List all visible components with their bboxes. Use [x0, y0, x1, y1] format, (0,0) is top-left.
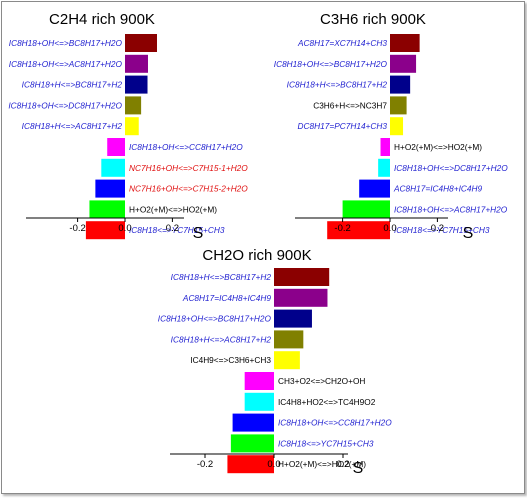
sensitivity-figure: C2H4 rich 900K IC8H18+OH<=>BC8H17+H2O IC8H… [8, 11, 508, 477]
reaction-label: NC7H16+OH<=>C7H15-1+H2O [129, 163, 248, 173]
chart-title: CH2O rich 900K [202, 247, 311, 264]
reaction-label: AC8H17=IC4H8+IC4H9 [182, 293, 271, 303]
reaction-label: IC8H18+H<=>AC8H17+H2 [22, 121, 123, 131]
bar [125, 75, 148, 94]
bar [85, 221, 125, 240]
bar [390, 117, 404, 136]
bar [274, 288, 328, 307]
bar [125, 34, 157, 52]
bar [274, 330, 304, 349]
x-tick-label: 0.0 [383, 223, 396, 234]
reaction-label: IC8H18+OH<=>BC8H17+H2O [158, 314, 272, 324]
bar [244, 392, 274, 411]
x-tick-label: 0.2 [336, 459, 349, 470]
reaction-label: NC7H16+OH<=>C7H15-2+H2O [129, 184, 248, 194]
bar [125, 54, 148, 73]
bar [359, 179, 390, 198]
x-axis-label: S [463, 225, 474, 242]
bar [232, 413, 274, 432]
reaction-label: DC8H17=PC7H14+CH3 [298, 121, 388, 131]
x-tick-label: 0.0 [118, 223, 131, 234]
reaction-label: H+O2(+M)<=>HO2(+M) [394, 142, 482, 152]
bar [101, 158, 125, 177]
reaction-label: IC4H8+HO2<=>TC4H9O2 [278, 397, 376, 407]
reaction-label: IC8H18+OH<=>DC8H17+H2O [8, 100, 122, 110]
chart-title: C3H6 rich 900K [320, 11, 426, 28]
bar [274, 351, 300, 370]
reaction-label: IC8H18<=>YC7H15+CH3 [394, 225, 490, 235]
chart-title: C2H4 rich 900K [49, 11, 155, 28]
bar [244, 372, 274, 390]
reaction-label: IC8H18+H<=>BC8H17+H2 [287, 80, 388, 90]
bar [227, 455, 274, 474]
reaction-label: IC8H18+OH<=>AC8H17+H2O [9, 59, 123, 69]
reaction-label: IC8H18+H<=>AC8H17+H2 [171, 334, 272, 344]
bar [89, 200, 125, 219]
reaction-label: IC8H18+OH<=>AC8H17+H2O [394, 204, 508, 214]
reaction-label: IC8H18<=>YC7H15+CH3 [129, 225, 225, 235]
reaction-label: IC8H18<=>YC7H15+CH3 [278, 438, 374, 448]
x-axis-label: S [193, 225, 204, 242]
bar [274, 268, 330, 286]
bar [95, 179, 125, 198]
bar [378, 158, 390, 177]
bar [380, 138, 390, 156]
reaction-label: IC8H18+OH<=>BC8H17+H2O [9, 38, 123, 48]
reaction-label: IC4H9<=>C3H6+CH3 [190, 355, 271, 365]
bar [125, 96, 142, 115]
x-axis-label: S [353, 460, 364, 477]
reaction-label: H+O2(+M)<=>HO2(+M) [129, 204, 217, 214]
x-tick-label: 0.0 [267, 459, 280, 470]
reaction-label: IC8H18+OH<=>BC8H17+H2O [274, 59, 388, 69]
bar [390, 34, 420, 52]
reaction-label: IC8H18+OH<=>CC8H17+H2O [129, 142, 243, 152]
x-tick-label: 0.2 [166, 223, 179, 234]
bar [390, 75, 411, 94]
bar [107, 138, 125, 156]
bar [274, 309, 312, 328]
x-tick-label: -0.2 [334, 223, 350, 234]
x-tick-label: -0.2 [197, 459, 213, 470]
bar [125, 117, 139, 136]
x-tick-label: -0.2 [69, 223, 85, 234]
bar [342, 200, 390, 219]
bar [327, 221, 390, 240]
x-tick-label: 0.2 [431, 223, 444, 234]
reaction-label: IC8H18+H<=>BC8H17+H2 [22, 80, 123, 90]
reaction-label: H+O2(+M)<=>HO2(+M) [278, 459, 366, 469]
bar [230, 434, 274, 453]
bar [390, 54, 417, 73]
reaction-label: C3H6+H<=>NC3H7 [313, 100, 387, 110]
reaction-label: AC8H17=XC7H14+CH3 [297, 38, 387, 48]
reaction-label: IC8H18+H<=>BC8H17+H2 [171, 272, 272, 282]
bar [390, 96, 407, 115]
reaction-label: IC8H18+OH<=>DC8H17+H2O [394, 163, 508, 173]
reaction-label: AC8H17=IC4H8+IC4H9 [393, 184, 482, 194]
reaction-label: IC8H18+OH<=>CC8H17+H2O [278, 418, 392, 428]
reaction-label: CH3+O2<=>CH2O+OH [278, 376, 365, 386]
